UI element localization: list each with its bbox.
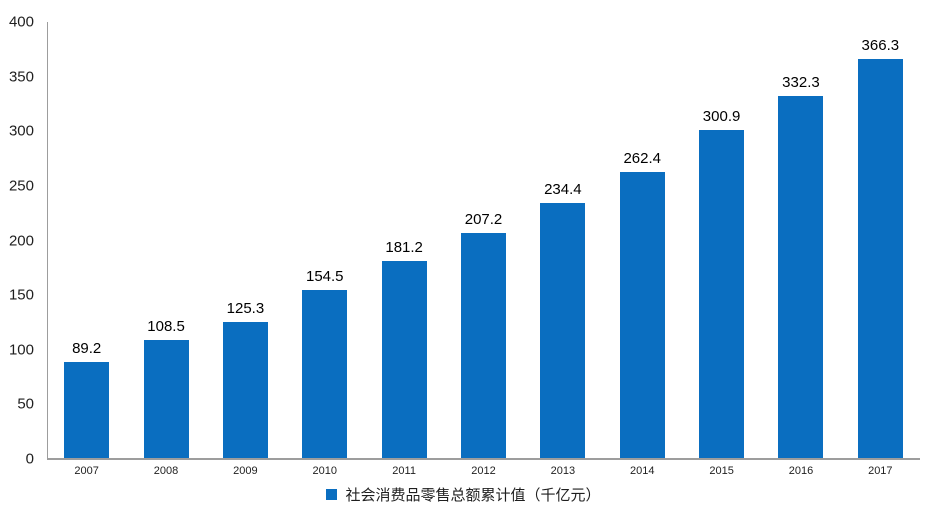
data-label-2012: 207.2 — [464, 210, 503, 228]
bar-2007 — [64, 361, 110, 459]
y-tick-label-300: 300 — [8, 122, 34, 140]
x-axis-line — [47, 458, 920, 460]
bar-2017 — [857, 58, 903, 459]
data-label-2010: 154.5 — [305, 268, 344, 286]
x-tick-label-2017: 2017 — [868, 465, 893, 477]
data-label-2014: 262.4 — [623, 150, 661, 168]
bar-2010 — [302, 290, 348, 459]
data-label-2017: 366.3 — [861, 36, 900, 54]
legend-series-marker-icon — [326, 488, 338, 500]
y-tick-label-50: 50 — [17, 395, 34, 413]
bar-2013 — [540, 202, 586, 459]
x-tick-label-2009: 2009 — [233, 465, 258, 477]
x-tick-label-2011: 2011 — [392, 465, 416, 477]
data-label-2009: 125.3 — [226, 300, 265, 318]
data-label-2008: 108.5 — [147, 318, 185, 336]
bar-2014 — [619, 172, 665, 459]
y-tick-label-250: 250 — [8, 177, 34, 195]
data-label-2011: 181.2 — [385, 239, 423, 257]
bar-2012 — [461, 232, 506, 459]
bar-2011 — [381, 261, 427, 459]
y-tick-label-400: 400 — [8, 13, 34, 31]
y-tick-label-150: 150 — [8, 286, 34, 304]
legend-series-label: 社会消费品零售总额累计值（千亿元） — [345, 486, 601, 504]
x-tick-label-2008: 2008 — [153, 465, 179, 477]
x-tick-label-2014: 2014 — [629, 465, 655, 477]
bar-2015 — [699, 130, 745, 459]
y-axis-line — [47, 22, 48, 459]
x-tick-label-2010: 2010 — [312, 465, 338, 477]
data-label-2013: 234.4 — [544, 180, 582, 198]
y-tick-label-0: 0 — [25, 450, 34, 468]
y-tick-label-100: 100 — [8, 341, 34, 359]
x-tick-label-2012: 2012 — [471, 465, 496, 477]
data-label-2015: 300.9 — [702, 108, 741, 126]
y-tick-label-350: 350 — [8, 68, 34, 86]
bar-2008 — [143, 340, 189, 459]
x-tick-label-2013: 2013 — [550, 465, 576, 477]
data-label-2007: 89.2 — [72, 339, 102, 357]
legend: 社会消费品零售总额累计值（千亿元） — [0, 484, 927, 504]
bar-2016 — [778, 95, 824, 459]
x-tick-label-2015: 2015 — [709, 465, 734, 477]
data-label-2016: 332.3 — [782, 73, 820, 91]
x-tick-label-2007: 2007 — [74, 465, 99, 477]
bar-2009 — [222, 322, 268, 459]
y-tick-label-200: 200 — [8, 232, 34, 249]
x-tick-label-2016: 2016 — [788, 465, 814, 477]
